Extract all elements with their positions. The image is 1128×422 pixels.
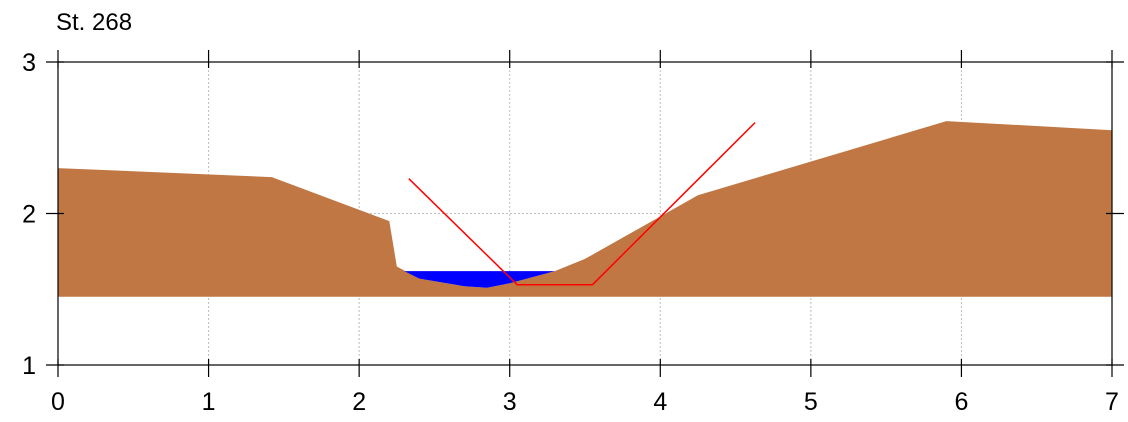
- plot-area: [58, 121, 1112, 297]
- design-profile-line: [408, 122, 756, 286]
- water-area: [404, 271, 555, 288]
- x-tick-label: 6: [954, 388, 968, 416]
- y-tick-label: 2: [22, 201, 36, 229]
- x-tick-label: 5: [804, 388, 818, 416]
- ground-profile: [58, 121, 1112, 297]
- x-tick-label: 2: [352, 388, 366, 416]
- x-tick-label: 4: [653, 388, 667, 416]
- x-tick-label: 0: [51, 388, 65, 416]
- x-tick-label: 3: [503, 388, 517, 416]
- x-tick-label: 1: [202, 388, 216, 416]
- x-tick-label: 7: [1105, 388, 1119, 416]
- y-tick-label: 1: [22, 352, 36, 380]
- y-tick-label: 3: [22, 49, 36, 77]
- chart-title: St. 268: [56, 9, 132, 36]
